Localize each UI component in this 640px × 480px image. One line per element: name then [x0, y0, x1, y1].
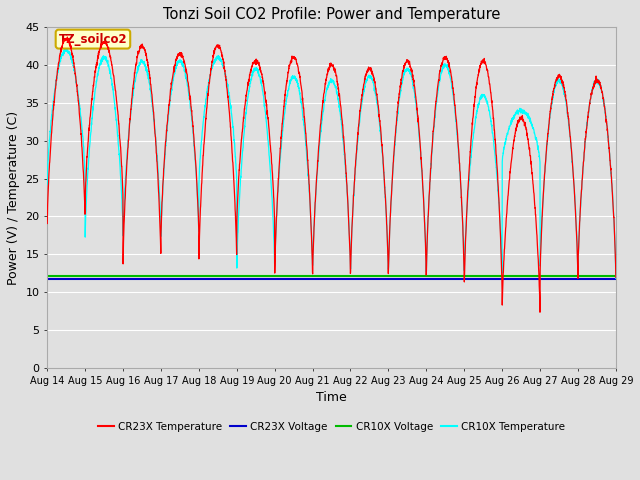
Text: TZ_soilco2: TZ_soilco2 [59, 33, 127, 46]
Y-axis label: Power (V) / Temperature (C): Power (V) / Temperature (C) [7, 110, 20, 285]
Title: Tonzi Soil CO2 Profile: Power and Temperature: Tonzi Soil CO2 Profile: Power and Temper… [163, 7, 500, 22]
Legend: CR23X Temperature, CR23X Voltage, CR10X Voltage, CR10X Temperature: CR23X Temperature, CR23X Voltage, CR10X … [94, 417, 569, 436]
X-axis label: Time: Time [316, 391, 347, 404]
